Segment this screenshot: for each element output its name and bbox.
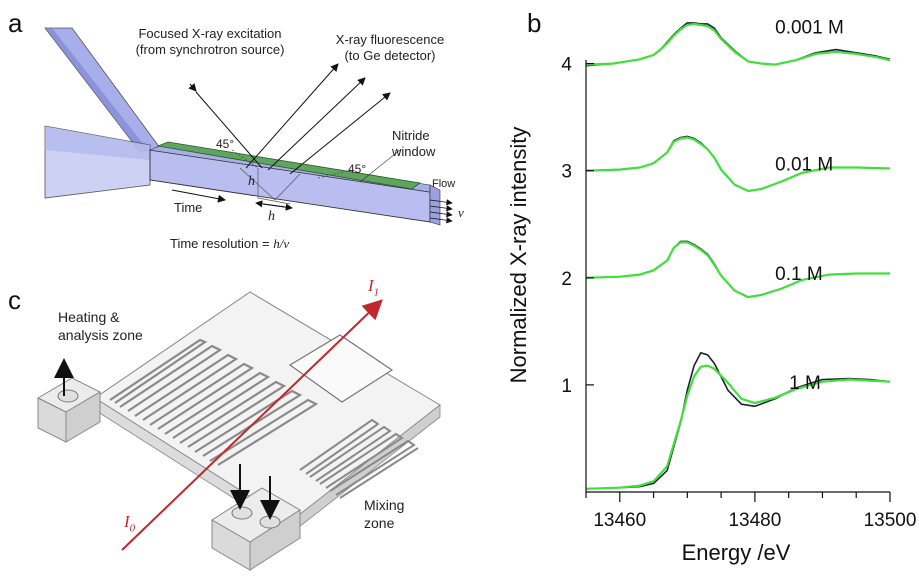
time-resolution-prefix: Time resolution =: [170, 236, 274, 251]
x-tick-label: 13500: [864, 510, 917, 531]
excitation-line-1: Focused X-ray excitation: [138, 26, 282, 41]
time-resolution-label: Time resolution = h/v: [170, 236, 289, 252]
beam-in-label: I0: [124, 512, 136, 536]
fluorescence-line-1: X-ray fluorescence: [335, 32, 445, 47]
angle-label-right: 45°: [348, 162, 367, 176]
chart-svg: 1 2 3 4 13460 13480 13500 0.001 M 0.01 M 0.1 M 1 M…: [506, 18, 916, 565]
x-axis-label: Energy /eV: [682, 540, 791, 565]
chart-curves: [585, 22, 891, 490]
fluorescence-label: X-ray fluorescence (to Ge detector): [320, 32, 460, 64]
panel-label-a: a: [8, 8, 23, 38]
data-curve-3: [585, 22, 891, 67]
data-curve-1: [585, 240, 890, 298]
curve-label: 1 M: [789, 373, 821, 394]
fit-curve-0: [585, 364, 891, 490]
analysis-window: [288, 334, 394, 403]
nitride-window-strip: [156, 141, 421, 190]
schematic-drawing: [44, 27, 453, 226]
curve-label: 0.01 M: [775, 155, 833, 176]
curve-label: 0.1 M: [775, 264, 823, 285]
window-line-2: window: [392, 144, 436, 159]
heating-port-block: [36, 377, 102, 443]
y-tick-label: 3: [561, 162, 572, 183]
excitation-label: Focused X-ray excitation (from synchrotr…: [115, 26, 305, 58]
beam-in-subscript: 0: [129, 522, 136, 535]
y-tick-label: 2: [561, 269, 572, 290]
chart-axes: 1 2 3 4 13460 13480 13500 0.001 M 0.01 M 0.1 M 1 M: [561, 18, 916, 531]
excitation-beam: [195, 91, 263, 169]
heating-line-2: analysis zone: [58, 327, 143, 343]
panel-label-b: b: [527, 8, 542, 38]
heating-zone-label: Heating & analysis zone: [58, 308, 143, 344]
fluorescence-line-2: (to Ge detector): [344, 48, 436, 63]
fluorescence-beams: [245, 63, 391, 175]
mixing-line-1: Mixing: [364, 497, 405, 513]
xanes-chart: 1 2 3 4 13460 13480 13500 0.001 M 0.01 M 0.1 M 1 M…: [500, 0, 919, 573]
panel-label-c: c: [8, 285, 21, 315]
heating-line-1: Heating &: [58, 309, 120, 325]
fit-curve-3: [585, 22, 891, 66]
xray-beam: [121, 299, 383, 551]
time-label: Time: [174, 200, 203, 215]
curve-label: 0.001 M: [775, 18, 844, 39]
mixing-serpentine: [299, 418, 419, 499]
x-tick-label: 13460: [593, 510, 646, 531]
heating-serpentine: [109, 338, 319, 466]
y-tick-label: 1: [561, 376, 572, 397]
fit-curve-2: [585, 136, 891, 193]
y-axis-label: Normalized X-ray intensity: [506, 127, 531, 384]
y-tick-label: 4: [561, 55, 572, 76]
x-tick-label: 13480: [728, 510, 781, 531]
chip-drawing: [36, 291, 441, 571]
beam-out-symbol: I: [368, 276, 374, 295]
mixing-zone-label: Mixing zone: [364, 496, 404, 532]
beam-out-label: I1: [368, 276, 380, 300]
window-label: Nitride window: [392, 128, 435, 160]
excitation-line-2: (from synchrotron source): [135, 42, 285, 57]
beam-out-subscript: 1: [373, 286, 380, 299]
time-resolution-formula: h/v: [273, 236, 290, 251]
data-curve-0: [585, 352, 891, 490]
time-arrow: [171, 189, 226, 203]
data-curve-2: [585, 135, 891, 192]
mixing-line-2: zone: [364, 515, 395, 531]
velocity-label: v: [458, 205, 464, 220]
beam-in-symbol: I: [124, 512, 130, 531]
h-vertical-label: h: [248, 174, 255, 189]
microfluidic-schematic: Focused X-ray excitation (from synchrotr…: [0, 0, 480, 270]
window-line-1: Nitride: [392, 128, 430, 143]
h-horizontal-label: h: [268, 209, 275, 224]
fit-curve-1: [585, 241, 890, 299]
flow-label: Flow: [432, 178, 456, 190]
flow-arrows: [429, 199, 453, 224]
microfluidic-chip-render: Heating & analysis zone Mixing zone I1 I…: [0, 270, 480, 573]
angle-label-left: 45°: [216, 137, 235, 151]
